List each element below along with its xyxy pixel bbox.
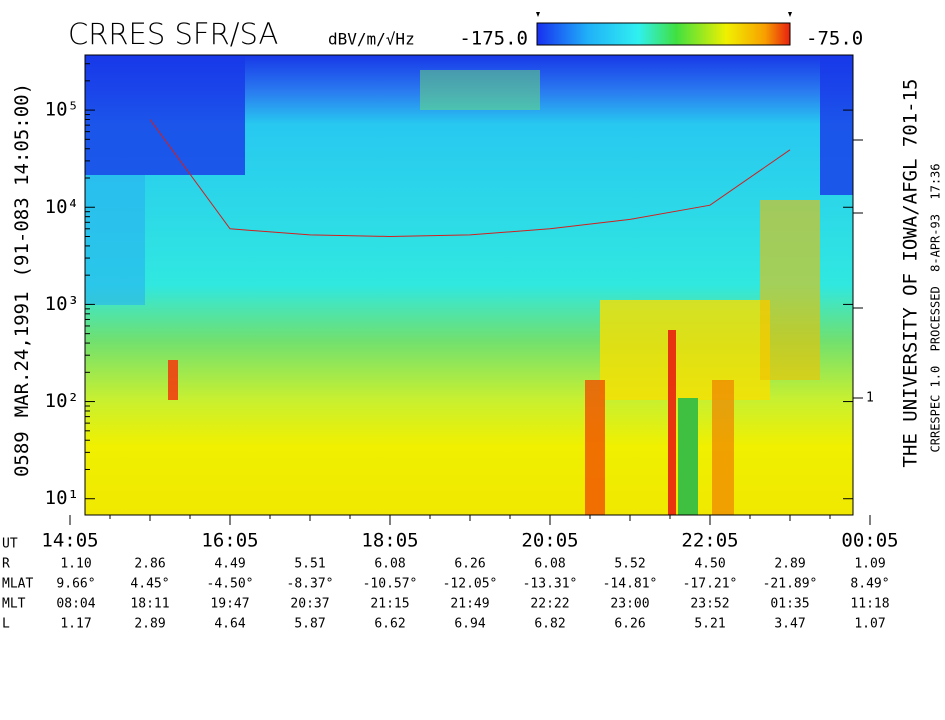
right-label-1: THE UNIVERSITY OF IOWA/AFGL 701-15	[900, 79, 922, 468]
ephemeris-row-label: MLT	[2, 597, 26, 612]
ephemeris-value: 18:11	[130, 597, 169, 612]
ephemeris-row-label: UT	[2, 537, 18, 552]
ephemeris-value: 4.49	[214, 557, 245, 572]
ephemeris-value: 5.51	[294, 557, 325, 572]
ephemeris-row-label: R	[2, 557, 10, 572]
ephemeris-value: 6.26	[454, 557, 485, 572]
ephemeris-value: 9.66°	[56, 577, 95, 592]
ephemeris-value: 20:37	[290, 597, 329, 612]
ephemeris-value: 4.64	[214, 617, 245, 632]
ephemeris-value: 6.08	[374, 557, 405, 572]
ephemeris-value: 21:15	[370, 597, 409, 612]
ephemeris-value: 1.07	[854, 617, 885, 632]
ephemeris-value: 6.62	[374, 617, 405, 632]
ephemeris-row-label: MLAT	[2, 577, 33, 592]
ephemeris-row-label: L	[2, 617, 10, 632]
ephemeris-value: 08:04	[56, 597, 95, 612]
colorbar-markers	[536, 12, 792, 17]
ephemeris-value: 11:18	[850, 597, 889, 612]
x-tick-label: 18:05	[361, 530, 418, 552]
ephemeris-value: -17.21°	[683, 577, 738, 592]
ephemeris-value: 2.86	[134, 557, 165, 572]
ephemeris-value: -21.89°	[763, 577, 818, 592]
ephemeris-value: -10.57°	[363, 577, 418, 592]
ephemeris-value: 3.47	[774, 617, 805, 632]
x-tick-label: 14:05	[41, 530, 98, 552]
ephemeris-value: 1.10	[60, 557, 91, 572]
x-tick-label: 22:05	[681, 530, 738, 552]
date: MAR.24,1991	[11, 291, 33, 417]
plot-frame	[84, 54, 854, 516]
ephemeris-value: 01:35	[770, 597, 809, 612]
ephemeris-value: 6.08	[534, 557, 565, 572]
spectrogram	[85, 55, 853, 515]
time-span: (91-083 14:05:00)	[11, 83, 33, 277]
y-tick-label: 10¹	[45, 487, 79, 509]
ephemeris-value: 6.26	[614, 617, 645, 632]
colorbar-unit: dBV/m/√Hz	[328, 30, 415, 49]
y-tick-label: 10²	[45, 390, 79, 412]
ephemeris-value: 23:52	[690, 597, 729, 612]
ephemeris-value: 4.45°	[130, 577, 169, 592]
ephemeris-value: -13.31°	[523, 577, 578, 592]
ephemeris-value: -12.05°	[443, 577, 498, 592]
y-tick-label: 10⁴	[45, 196, 79, 218]
ephemeris-value: 21:49	[450, 597, 489, 612]
colorbar	[536, 22, 791, 46]
ephemeris-value: 6.94	[454, 617, 485, 632]
ephemeris-value: 22:22	[530, 597, 569, 612]
fce-line	[149, 119, 791, 237]
x-tick-label: 16:05	[201, 530, 258, 552]
x-tick-label: 20:05	[521, 530, 578, 552]
colorbar-min: -175.0	[459, 28, 528, 50]
ephemeris-value: 1.09	[854, 557, 885, 572]
ephemeris-value: 2.89	[134, 617, 165, 632]
ephemeris-value: -4.50°	[207, 577, 254, 592]
ephemeris-value: 1.17	[60, 617, 91, 632]
ephemeris-value: 5.52	[614, 557, 645, 572]
colorbar-max: -75.0	[806, 28, 863, 50]
y-tick-label: 10⁵	[45, 99, 79, 121]
y-tick-label: 10³	[45, 293, 79, 315]
x-tick-label: 00:05	[841, 530, 898, 552]
ephemeris-value: 5.87	[294, 617, 325, 632]
ephemeris-value: 5.21	[694, 617, 725, 632]
ephemeris-value: 23:00	[610, 597, 649, 612]
ephemeris-value: 6.82	[534, 617, 565, 632]
chart-title: CRRES SFR/SA	[68, 17, 278, 51]
right-annotation: 1	[866, 391, 874, 406]
right-label-2: CRRESPEC 1.0 PROCESSED 8-APR-93 17:36	[929, 164, 943, 453]
orbit: 0589	[11, 431, 33, 477]
ephemeris-value: 8.49°	[850, 577, 889, 592]
left-label: 0589 MAR.24,1991 (91-083 14:05:00)	[11, 83, 33, 477]
ephemeris-value: 4.50	[694, 557, 725, 572]
ephemeris-value: -14.81°	[603, 577, 658, 592]
ephemeris-value: 2.89	[774, 557, 805, 572]
right-ticks	[853, 139, 863, 399]
ephemeris-value: -8.37°	[287, 577, 334, 592]
ephemeris-value: 19:47	[210, 597, 249, 612]
